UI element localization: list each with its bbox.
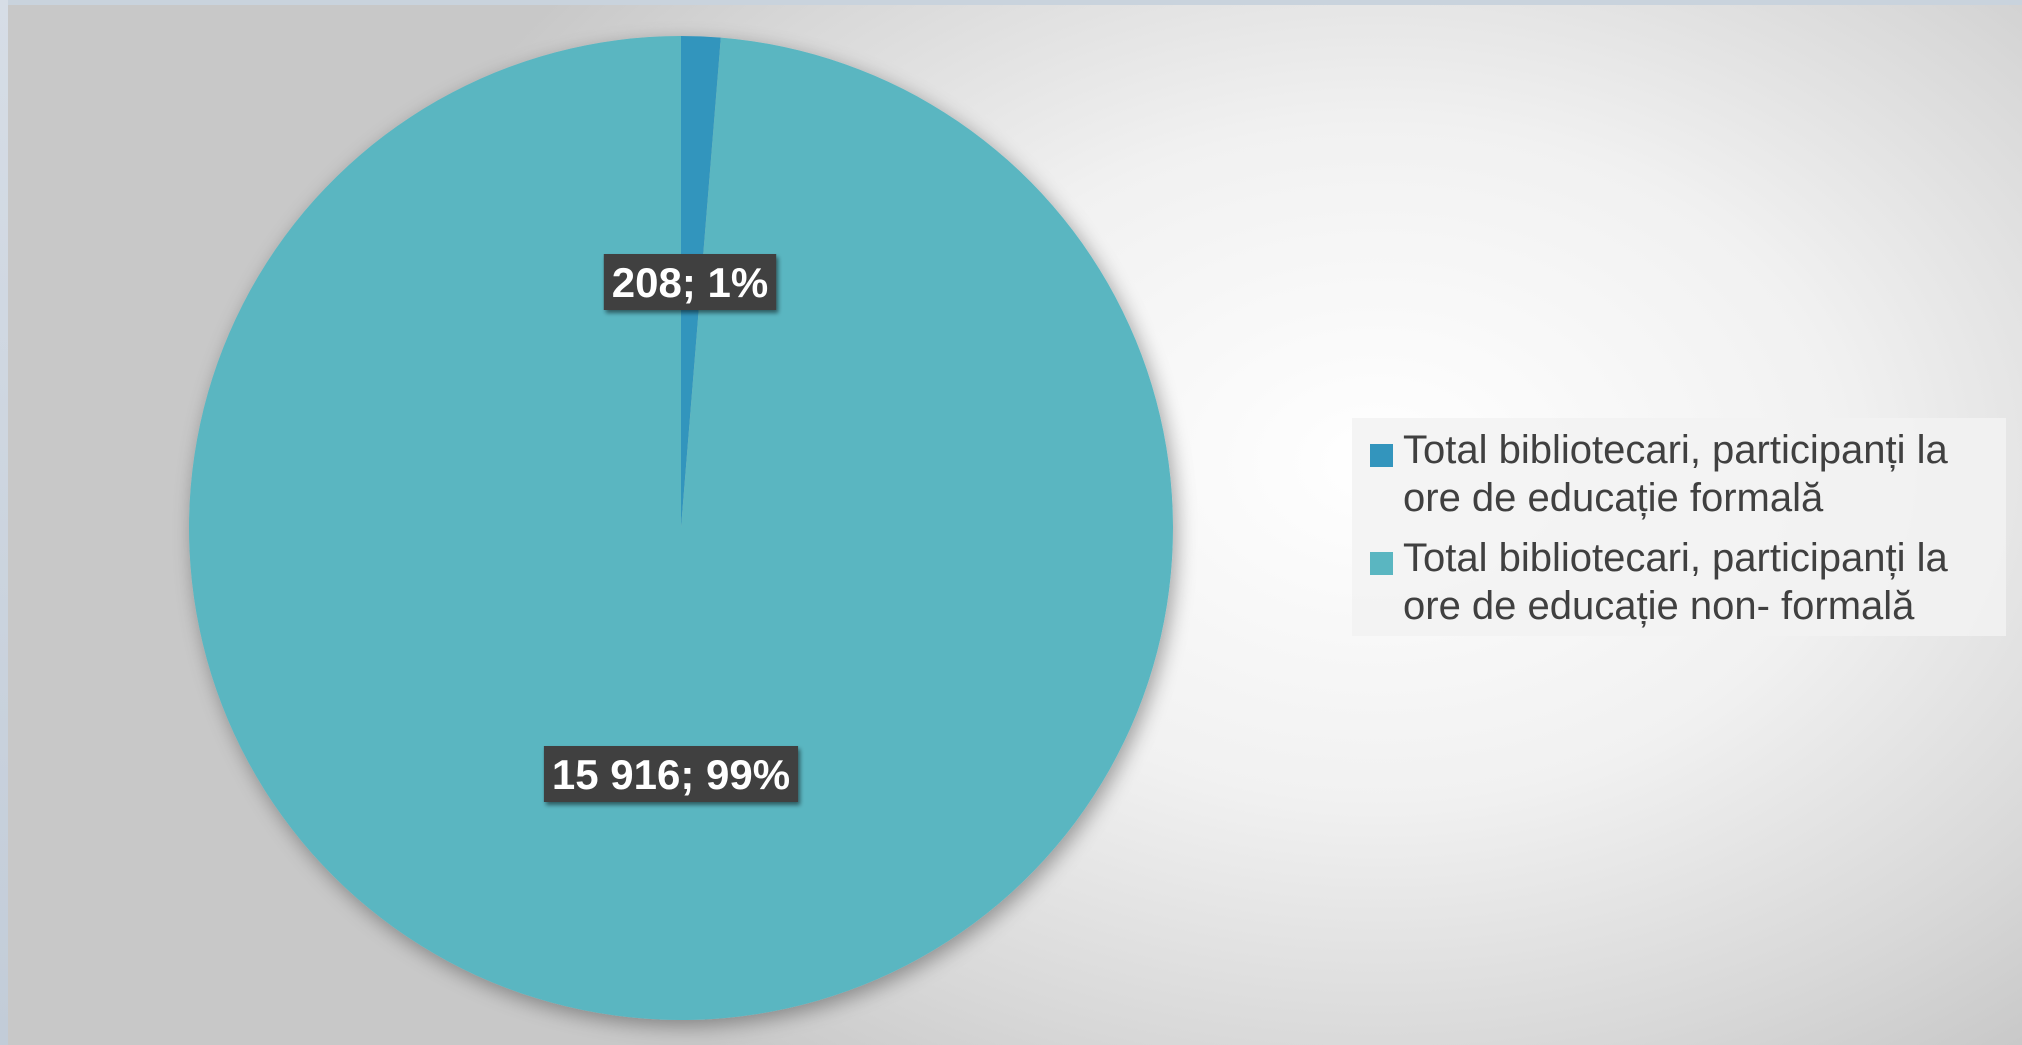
legend-item-non-formal: Total bibliotecari, participanți la ore … (1370, 534, 1996, 630)
chart-legend: Total bibliotecari, participanți la ore … (1352, 418, 2006, 636)
window-left-strip (0, 0, 8, 1045)
legend-label: Total bibliotecari, participanți la ore … (1403, 536, 1948, 628)
legend-label: Total bibliotecari, participanți la ore … (1403, 428, 1948, 520)
data-label-text: 15 916; 99% (552, 751, 790, 798)
data-label-0: 208; 1% (603, 254, 777, 310)
pie-slice-1 (188, 36, 1173, 1020)
data-label-text: 208; 1% (612, 259, 768, 306)
data-label-1: 15 916; 99% (543, 746, 799, 802)
legend-item-formal: Total bibliotecari, participanți la ore … (1370, 426, 1996, 522)
legend-swatch (1370, 444, 1393, 467)
legend-swatch (1370, 552, 1393, 575)
